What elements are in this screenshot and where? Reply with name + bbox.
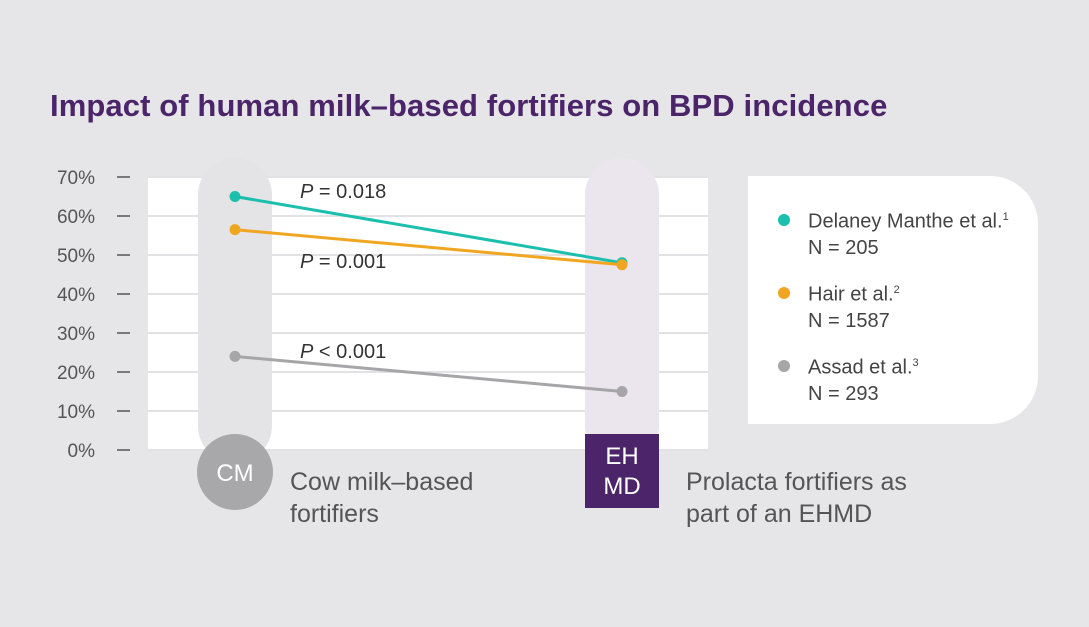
data-point — [616, 259, 628, 271]
legend-series-name: Assad et al.3 — [808, 356, 919, 379]
legend-dot-icon — [778, 360, 790, 372]
y-axis: 70% 60% 50% 40% 30% 20% 10% 0% — [57, 168, 130, 462]
data-point — [616, 386, 628, 397]
p-value-label: P < 0.001 — [300, 341, 386, 363]
ehmd-badge-text-line2: MD — [603, 473, 640, 500]
legend-n: N = 293 — [808, 382, 879, 405]
p-value-label: P = 0.018 — [300, 181, 386, 203]
ehmd-column — [585, 158, 659, 463]
legend: Delaney Manthe et al.1 N = 205 Hair et a… — [748, 176, 1038, 424]
y-tick-label: 20% — [57, 363, 95, 384]
ehmd-label-line2: part of an EHMD — [686, 500, 873, 528]
series-line — [234, 195, 623, 265]
cm-badge-text: CM — [216, 460, 253, 487]
ehmd-label-line1: Prolacta fortifiers as — [686, 468, 907, 496]
p-value-annotations: P = 0.018 P = 0.001 P < 0.001 — [300, 181, 386, 363]
y-tick-label: 30% — [57, 324, 95, 345]
group-badges: CM EH MD — [197, 434, 659, 510]
legend-dot-icon — [778, 214, 790, 226]
legend-n: N = 205 — [808, 236, 879, 259]
legend-series-name: Hair et al.2 — [808, 283, 900, 306]
ehmd-group-label: Prolacta fortifiers as part of an EHMD — [686, 466, 907, 530]
y-tick-label: 40% — [57, 285, 95, 306]
cm-label-line1: Cow milk–based — [290, 468, 474, 496]
legend-series-name: Delaney Manthe et al.1 — [808, 210, 1009, 233]
group-columns — [198, 158, 659, 463]
legend-dot-icon — [778, 287, 790, 299]
chart-title: Impact of human milk–based fortifiers on… — [50, 88, 888, 123]
y-tick-label: 0% — [68, 441, 96, 462]
cm-label-line2: fortifiers — [290, 500, 379, 528]
y-tick-label: 50% — [57, 246, 95, 267]
y-tick-label: 70% — [57, 168, 95, 189]
cm-column — [198, 158, 272, 463]
ehmd-badge-text-line1: EH — [605, 443, 638, 470]
series-lines — [229, 191, 628, 397]
y-tick-label: 10% — [57, 402, 95, 423]
cm-group-label: Cow milk–based fortifiers — [290, 466, 473, 530]
data-point — [229, 350, 241, 362]
data-point — [229, 224, 241, 236]
series-line — [234, 228, 623, 267]
y-tick-label: 60% — [57, 207, 95, 228]
series-line — [234, 354, 623, 393]
cm-badge — [197, 434, 273, 510]
p-value-label: P = 0.001 — [300, 251, 386, 273]
data-point — [229, 191, 241, 202]
ehmd-badge — [585, 434, 659, 508]
legend-n: N = 1587 — [808, 309, 890, 332]
